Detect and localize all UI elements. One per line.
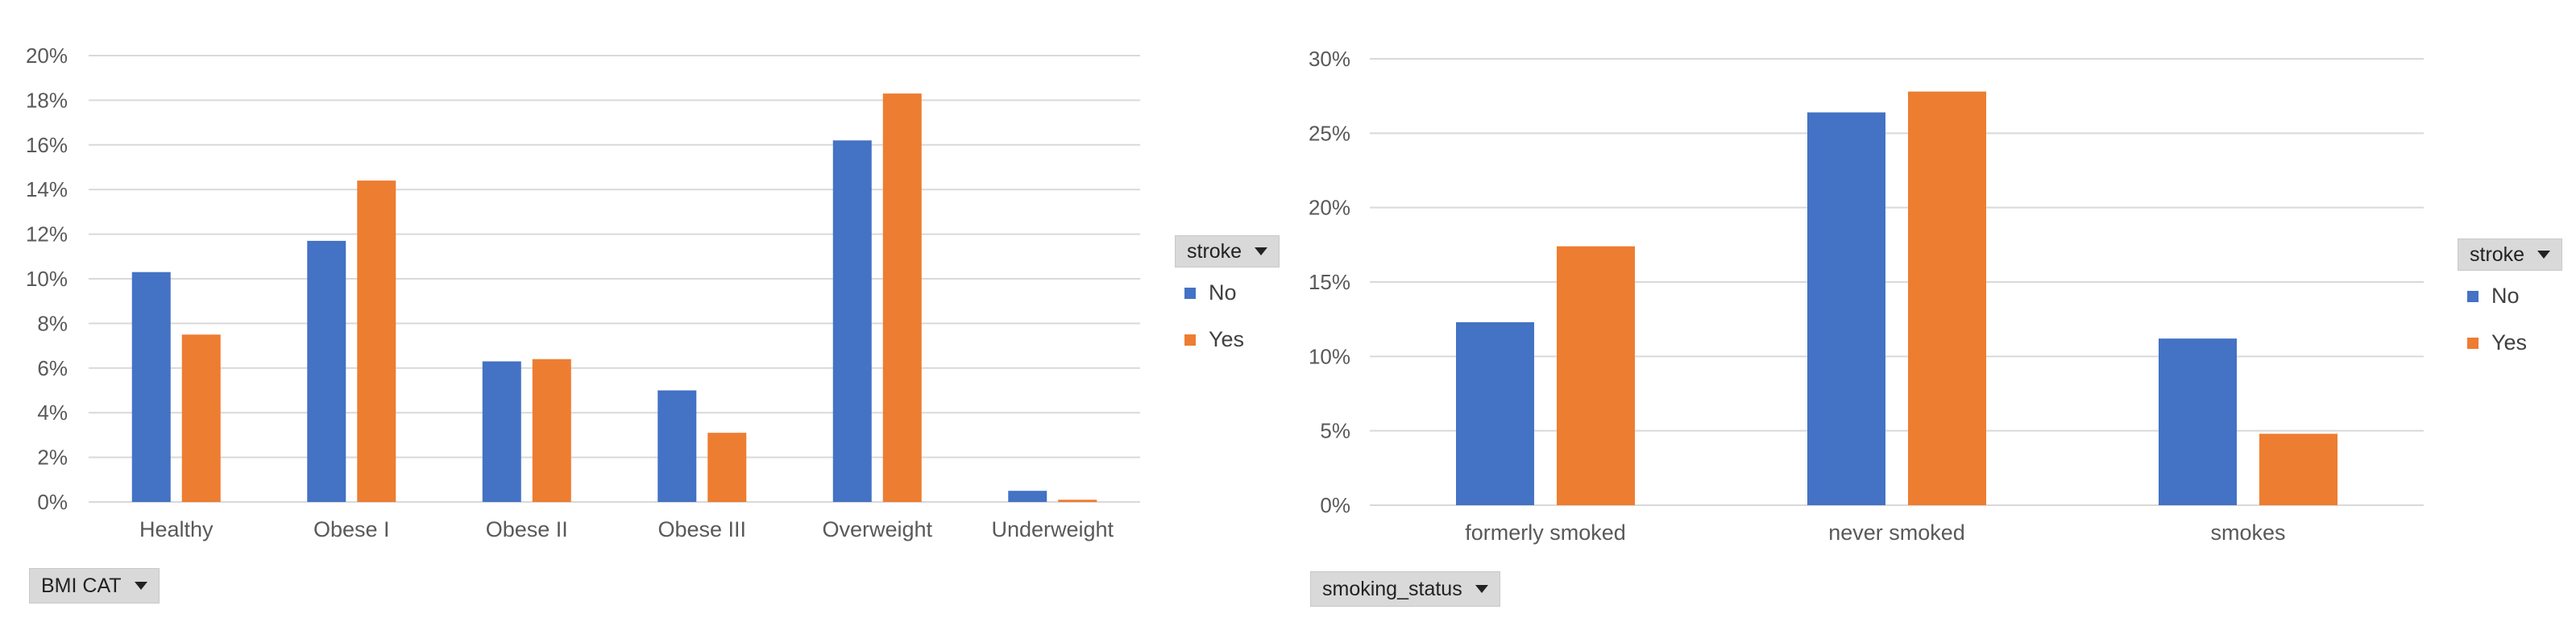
bmi-cat-field-button[interactable]: BMI CAT: [29, 568, 160, 603]
x-tick-label-1: Underweight: [991, 517, 1114, 541]
legend-item-no-1: No: [1184, 280, 1237, 305]
stroke-legend-title-2: stroke: [2470, 243, 2525, 266]
y-tick-label-2: 30%: [1309, 47, 1350, 71]
y-tick-label-2: 5%: [1320, 419, 1350, 443]
y-tick-label-1: 0%: [37, 490, 68, 514]
legend-label-yes: Yes: [1209, 327, 1245, 351]
y-tick-label-1: 16%: [26, 133, 68, 157]
y-tick-label-1: 14%: [26, 177, 68, 201]
dropdown-arrow-icon: [1475, 585, 1488, 593]
y-tick-label-1: 4%: [37, 400, 68, 425]
bar-yes-never-smoked: [1908, 91, 1986, 506]
x-tick-label-1: Healthy: [139, 517, 214, 541]
dropdown-arrow-icon: [134, 582, 147, 590]
bar-yes-obese-ii: [532, 359, 571, 502]
y-tick-label-1: 18%: [26, 88, 68, 112]
x-tick-label-2: never smoked: [1828, 521, 1965, 545]
bar-no-formerly-smoked: [1456, 321, 1534, 505]
stroke-legend-button-2[interactable]: stroke: [2458, 238, 2563, 271]
bar-no-smokes: [2159, 338, 2237, 505]
legend-label-yes: Yes: [2491, 330, 2528, 355]
legend-swatch-yes: [2467, 337, 2479, 349]
bar-no-obese-i: [307, 240, 346, 502]
smoking-status-field-button[interactable]: smoking_status: [1310, 571, 1500, 607]
y-tick-label-2: 25%: [1309, 121, 1350, 145]
x-tick-label-1: Obese II: [486, 517, 568, 541]
bar-yes-obese-i: [357, 180, 396, 502]
bar-yes-overweight: [882, 93, 922, 502]
bar-yes-smokes: [2259, 433, 2337, 505]
y-tick-label-1: 20%: [26, 44, 68, 68]
bar-no-overweight: [832, 140, 872, 502]
legend-label-no: No: [2491, 284, 2520, 308]
bmi-cat-field-label: BMI CAT: [41, 574, 122, 597]
y-tick-label-1: 6%: [37, 356, 68, 380]
x-tick-label-1: Obese I: [313, 517, 390, 541]
bar-yes-formerly-smoked: [1557, 246, 1635, 505]
x-tick-label-2: formerly smoked: [1465, 521, 1626, 545]
dropdown-arrow-icon: [1255, 247, 1268, 255]
y-tick-label-1: 2%: [37, 446, 68, 470]
legend-swatch-no: [2467, 290, 2479, 302]
y-tick-label-2: 0%: [1320, 493, 1350, 517]
legend-item-no-2: No: [2467, 284, 2520, 309]
bar-no-never-smoked: [1807, 112, 1885, 506]
x-tick-label-1: Overweight: [822, 517, 932, 541]
bar-no-healthy: [131, 272, 171, 502]
bar-yes-underweight: [1058, 500, 1097, 502]
x-tick-label-2: smokes: [2210, 521, 2285, 545]
stroke-legend-title-1: stroke: [1187, 239, 1242, 263]
bar-no-underweight: [1008, 491, 1047, 502]
legend-label-no: No: [1209, 280, 1237, 305]
y-tick-label-1: 12%: [26, 222, 68, 247]
y-tick-label-2: 20%: [1309, 196, 1350, 220]
smoking-status-field-label: smoking_status: [1322, 577, 1462, 600]
legend-swatch-yes: [1184, 334, 1196, 346]
bar-no-obese-ii: [482, 361, 521, 502]
dropdown-arrow-icon: [2537, 251, 2551, 259]
bar-yes-healthy: [181, 334, 221, 502]
y-tick-label-2: 10%: [1309, 344, 1350, 368]
y-tick-label-2: 15%: [1309, 270, 1350, 294]
bar-yes-obese-iii: [707, 433, 747, 502]
x-tick-label-1: Obese III: [657, 517, 746, 541]
legend-swatch-no: [1184, 287, 1196, 299]
bar-no-obese-iii: [657, 390, 697, 502]
legend-item-yes-1: Yes: [1184, 327, 1244, 352]
y-tick-label-1: 10%: [26, 267, 68, 291]
legend-item-yes-2: Yes: [2467, 330, 2527, 355]
y-tick-label-1: 8%: [37, 311, 68, 335]
stroke-legend-button-1[interactable]: stroke: [1175, 235, 1280, 268]
